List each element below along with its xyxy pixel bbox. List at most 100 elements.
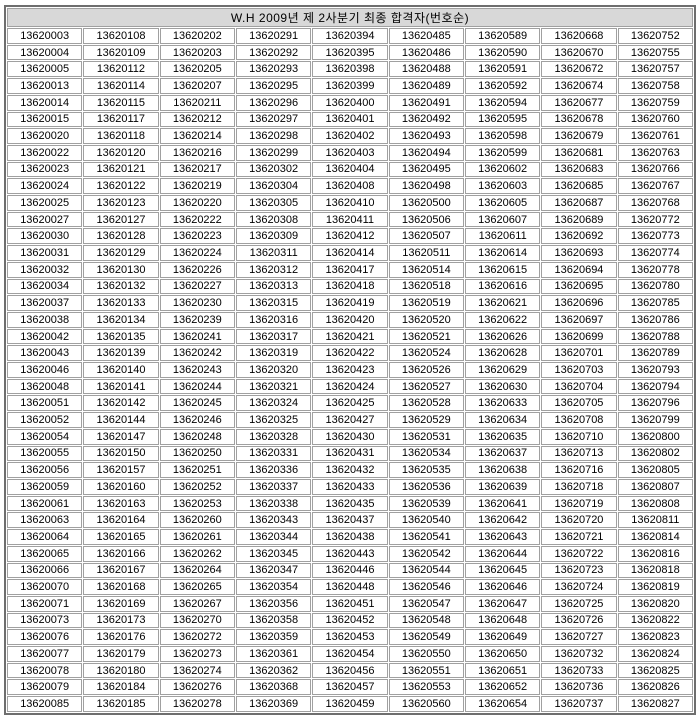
table-row: 13620066 13620167 13620264 13620347 13620446… <box>7 562 693 579</box>
table-row: 13620023 13620121 13620217 13620302 13620404… <box>7 161 693 178</box>
table-cell: 13620668 <box>541 28 617 44</box>
table-cell: 13620639 <box>464 478 541 495</box>
table-cell: 13620046 <box>7 362 83 378</box>
table-cell: 13620695 <box>541 278 617 295</box>
table-cell: 13620737 <box>541 696 617 712</box>
table-cell: 13620395 <box>312 44 388 61</box>
table-row: 13620077 13620179 13620273 13620361 13620454… <box>7 646 693 662</box>
table-cell: 13620550 <box>388 646 464 662</box>
table-cell: 13620761 <box>617 128 693 144</box>
table-row: 13620048 13620141 13620244 13620321 13620424… <box>7 378 693 395</box>
table-cell: 13620677 <box>541 94 617 111</box>
table-cell: 13620519 <box>388 295 464 311</box>
table-cell: 13620494 <box>388 144 464 161</box>
table-cell: 13620419 <box>312 295 388 311</box>
table-cell: 13620180 <box>83 662 159 679</box>
table-cell: 13620166 <box>83 545 159 562</box>
table-cell: 13620321 <box>235 378 312 395</box>
table-cell: 13620542 <box>388 545 464 562</box>
table-cell: 13620811 <box>617 512 693 529</box>
table-cell: 13620219 <box>159 178 235 195</box>
table-cell: 13620799 <box>617 412 693 428</box>
table-cell: 13620394 <box>312 28 388 44</box>
table-cell: 13620423 <box>312 362 388 378</box>
table-cell: 13620757 <box>617 61 693 78</box>
table-cell: 13620647 <box>464 595 541 612</box>
table-cell: 13620224 <box>159 245 235 261</box>
table-cell: 13620358 <box>235 612 312 629</box>
table-cell: 13620630 <box>464 378 541 395</box>
table-cell: 13620135 <box>83 328 159 345</box>
table-cell: 13620112 <box>83 61 159 78</box>
table-cell: 13620251 <box>159 462 235 478</box>
table-cell: 13620077 <box>7 646 83 662</box>
table-cell: 13620514 <box>388 261 464 278</box>
table-cell: 13620359 <box>235 629 312 646</box>
table-cell: 13620056 <box>7 462 83 478</box>
table-cell: 13620486 <box>388 44 464 61</box>
table-cell: 13620430 <box>312 428 388 445</box>
table-cell: 13620526 <box>388 362 464 378</box>
table-cell: 13620534 <box>388 445 464 462</box>
table-cell: 13620242 <box>159 345 235 362</box>
table-row: 13620042 13620135 13620241 13620317 13620421… <box>7 328 693 345</box>
table-cell: 13620239 <box>159 311 235 328</box>
table-cell: 13620293 <box>235 61 312 78</box>
table-cell: 13620674 <box>541 78 617 94</box>
table-cell: 13620043 <box>7 345 83 362</box>
table-cell: 13620220 <box>159 195 235 211</box>
table-cell: 13620412 <box>312 228 388 245</box>
table-cell: 13620273 <box>159 646 235 662</box>
table-cell: 13620789 <box>617 345 693 362</box>
table-cell: 13620635 <box>464 428 541 445</box>
table-cell: 13620061 <box>7 495 83 512</box>
table-cell: 13620457 <box>312 679 388 696</box>
table-cell: 13620805 <box>617 462 693 478</box>
table-cell: 13620622 <box>464 311 541 328</box>
table-cell: 13620621 <box>464 295 541 311</box>
table-cell: 13620227 <box>159 278 235 295</box>
table-cell: 13620212 <box>159 111 235 128</box>
table-cell: 13620493 <box>388 128 464 144</box>
table-cell: 13620179 <box>83 646 159 662</box>
table-cell: 13620638 <box>464 462 541 478</box>
table-cell: 13620324 <box>235 395 312 412</box>
table-cell: 13620133 <box>83 295 159 311</box>
table-row: 13620020 13620118 13620214 13620298 13620402… <box>7 128 693 144</box>
table-cell: 13620117 <box>83 111 159 128</box>
table-cell: 13620528 <box>388 395 464 412</box>
table-cell: 13620611 <box>464 228 541 245</box>
table-cell: 13620302 <box>235 161 312 178</box>
table-cell: 13620825 <box>617 662 693 679</box>
table-cell: 13620456 <box>312 662 388 679</box>
table-cell: 13620759 <box>617 94 693 111</box>
table-row: 13620032 13620130 13620226 13620312 13620417… <box>7 261 693 278</box>
table-cell: 13620603 <box>464 178 541 195</box>
table-cell: 13620305 <box>235 195 312 211</box>
table-cell: 13620399 <box>312 78 388 94</box>
table-row: 13620038 13620134 13620239 13620316 13620420… <box>7 311 693 328</box>
table-cell: 13620066 <box>7 562 83 579</box>
table-cell: 13620752 <box>617 28 693 44</box>
table-cell: 13620261 <box>159 529 235 545</box>
table-cell: 13620245 <box>159 395 235 412</box>
table-cell: 13620400 <box>312 94 388 111</box>
table-cell: 13620160 <box>83 478 159 495</box>
table-cell: 13620013 <box>7 78 83 94</box>
table-cell: 13620217 <box>159 161 235 178</box>
table-cell: 13620414 <box>312 245 388 261</box>
table-cell: 13620685 <box>541 178 617 195</box>
table-cell: 13620551 <box>388 662 464 679</box>
table-row: 13620043 13620139 13620242 13620319 13620422… <box>7 345 693 362</box>
table-cell: 13620243 <box>159 362 235 378</box>
table-cell: 13620337 <box>235 478 312 495</box>
table-cell: 13620637 <box>464 445 541 462</box>
table-cell: 13620679 <box>541 128 617 144</box>
table-cell: 13620645 <box>464 562 541 579</box>
table-cell: 13620694 <box>541 261 617 278</box>
table-cell: 13620140 <box>83 362 159 378</box>
table-row: 13620003 13620108 13620202 13620291 13620394… <box>7 28 693 44</box>
table-cell: 13620059 <box>7 478 83 495</box>
table-cell: 13620344 <box>235 529 312 545</box>
table-cell: 13620722 <box>541 545 617 562</box>
